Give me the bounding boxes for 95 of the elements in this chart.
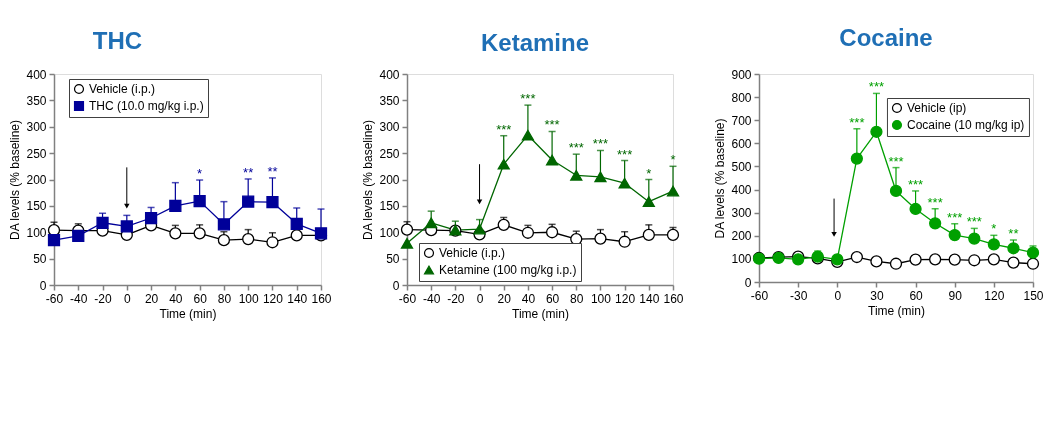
y-tick-label: 500 (731, 159, 752, 174)
x-tick-label: 100 (590, 291, 612, 306)
y-tick-label: 200 (26, 173, 47, 187)
y-tick-label: 900 (731, 67, 752, 82)
x-tick-label: 60 (193, 291, 208, 306)
y-tick-label: 0 (392, 278, 400, 293)
legend-label: Ketamine (100 mg/kg i.p.) (439, 263, 577, 277)
legend-label: Vehicle (i.p.) (439, 246, 506, 260)
x-tick-label: -60 (45, 291, 64, 306)
annotation: *** (496, 121, 512, 137)
y-tick-label: 600 (731, 136, 752, 151)
x-axis-title: Time (min) (159, 306, 217, 321)
y-tick-label: 300 (379, 120, 400, 135)
y-tick-label: 200 (379, 173, 400, 187)
legend-label: THC (10.0 mg/kg i.p.) (89, 99, 204, 113)
y-tick-label: 250 (26, 146, 47, 161)
y-tick-label: 50 (33, 252, 47, 267)
chart-title: Cocaine (839, 24, 933, 51)
x-tick-label: -40 (423, 291, 441, 306)
x-tick-label: 140 (639, 291, 660, 306)
y-tick-label: 300 (731, 206, 752, 221)
y-tick-label: 400 (26, 67, 47, 82)
y-tick-label: 100 (379, 225, 400, 240)
legend-label: Cocaine (10 mg/kg ip) (906, 118, 1025, 132)
x-tick-label: 0 (476, 291, 484, 306)
y-tick-label: 400 (731, 183, 752, 198)
x-tick-label: 160 (663, 291, 684, 306)
annotation: *** (868, 79, 885, 95)
y-tick-label: 800 (731, 90, 752, 105)
annotation: ** (243, 164, 254, 180)
x-tick-label: 40 (521, 291, 536, 306)
chart-title: Ketamine (480, 29, 590, 56)
x-tick-label: 150 (1023, 288, 1044, 303)
x-tick-label: 20 (497, 291, 512, 306)
annotation: *** (888, 153, 904, 169)
y-tick-label: 350 (26, 93, 47, 108)
y-tick-label: 0 (39, 278, 47, 293)
y-tick-label: 150 (379, 199, 400, 214)
legend-label: Vehicle (ip) (906, 101, 967, 115)
annotation: *** (544, 117, 560, 133)
x-tick-label: 20 (144, 291, 159, 306)
x-tick-label: -20 (94, 291, 113, 306)
x-tick-label: 80 (570, 291, 584, 306)
x-tick-label: 120 (615, 291, 636, 306)
x-tick-label: 100 (238, 291, 260, 306)
annotation: *** (947, 209, 963, 225)
y-tick-label: 350 (379, 93, 400, 108)
y-tick-label: 700 (731, 113, 752, 128)
x-tick-label: 60 (909, 288, 924, 303)
y-tick-label: 100 (731, 252, 752, 267)
annotation: *** (907, 176, 924, 192)
chart-title: THC (92, 27, 143, 54)
x-axis-title: Time (min) (512, 306, 569, 321)
legend-label: Vehicle (i.p.) (89, 82, 156, 96)
annotation: *** (927, 194, 943, 210)
x-tick-label: 0 (834, 288, 842, 303)
annotation: *** (617, 146, 633, 162)
y-axis-title: DA levels (% baseline) (361, 119, 376, 241)
annotation: * (646, 165, 652, 181)
y-tick-label: 100 (26, 225, 47, 240)
x-tick-label: -60 (750, 288, 769, 303)
x-tick-label: -60 (398, 291, 417, 306)
y-tick-label: 150 (26, 199, 47, 214)
y-tick-label: 400 (379, 67, 400, 82)
y-tick-label: 0 (744, 275, 752, 290)
y-tick-label: 300 (26, 120, 47, 135)
x-tick-label: 40 (169, 291, 183, 306)
x-axis-title: Time (min) (868, 303, 925, 318)
x-tick-label: 60 (545, 291, 560, 306)
annotation: *** (849, 114, 865, 130)
annotation: ** (267, 163, 278, 179)
annotation: *** (568, 140, 584, 156)
annotation: *** (520, 91, 536, 107)
annotation: * (991, 221, 997, 237)
annotation: * (670, 152, 676, 168)
x-tick-label: -30 (789, 288, 808, 303)
y-axis-title: DA levels (% baseline) (8, 119, 23, 241)
x-tick-label: 80 (217, 291, 232, 306)
x-tick-label: 30 (870, 288, 884, 303)
x-tick-label: -20 (447, 291, 465, 306)
x-tick-label: 90 (948, 288, 963, 303)
x-tick-label: 120 (984, 288, 1005, 303)
x-tick-label: 160 (311, 291, 332, 306)
x-tick-label: -40 (70, 291, 88, 306)
x-tick-label: 140 (287, 291, 308, 306)
annotation: *** (966, 214, 982, 230)
y-tick-label: 50 (386, 252, 400, 267)
y-tick-label: 250 (379, 146, 400, 161)
y-axis-title: DA levels (% baseline) (713, 118, 728, 239)
annotation: *** (592, 136, 609, 152)
annotation: ** (1008, 225, 1019, 241)
y-tick-label: 200 (731, 229, 752, 244)
annotation: * (197, 166, 203, 182)
x-tick-label: 120 (262, 291, 284, 306)
x-tick-label: 0 (123, 291, 131, 306)
